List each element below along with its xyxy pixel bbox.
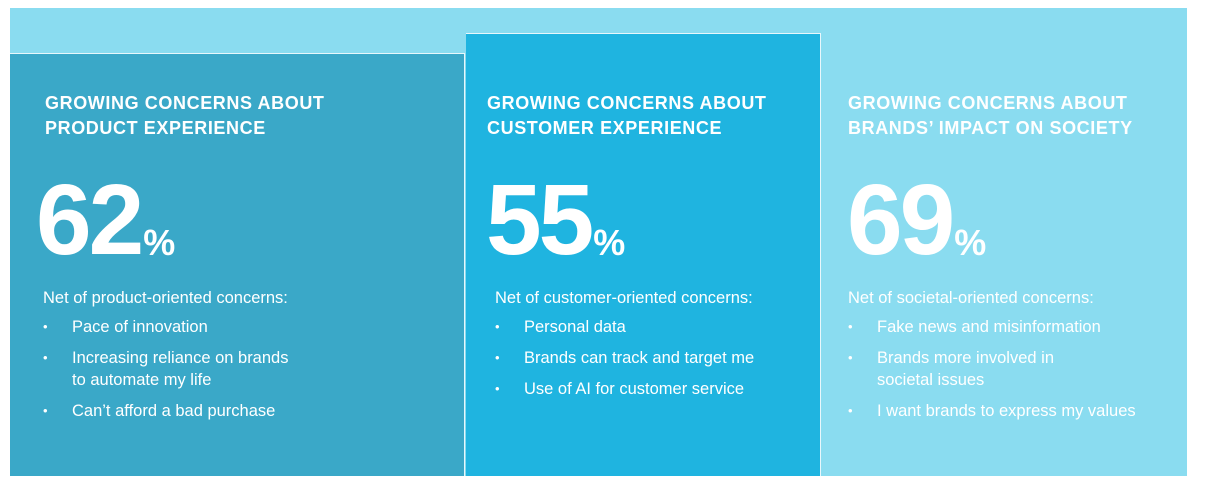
bullet-text: Brands can track and target me (524, 349, 755, 367)
panel-title: BRANDS’ IMPACT ON SOCIETY (848, 118, 1133, 138)
panel-title: GROWING CONCERNS ABOUT (45, 93, 325, 113)
bullet-text: to automate my life (72, 371, 212, 389)
bullet-dot: • (43, 319, 48, 334)
panel-box (10, 53, 465, 476)
bullet-dot: • (848, 350, 853, 365)
bullet-text: Fake news and misinformation (877, 318, 1101, 336)
big-number: 62 (36, 164, 144, 276)
unit: % (954, 222, 987, 263)
bullet-dot: • (495, 319, 500, 334)
unit: % (593, 222, 626, 263)
bullet-text: Use of AI for customer service (524, 380, 745, 398)
bullet-text: Brands more involved in (877, 349, 1055, 367)
bullet-text: Can’t afford a bad purchase (72, 402, 276, 420)
bullet-dot: • (43, 350, 48, 365)
panel-box (466, 33, 821, 476)
bullet-text: Pace of innovation (72, 318, 208, 336)
panel-title: GROWING CONCERNS ABOUT (487, 93, 767, 113)
bullet-dot: • (495, 350, 500, 365)
bullet-dot: • (495, 381, 500, 396)
panel-title: GROWING CONCERNS ABOUT (848, 93, 1128, 113)
subtitle: Net of customer-oriented concerns: (495, 289, 753, 307)
subtitle: Net of product-oriented concerns: (43, 289, 288, 307)
big-number: 69 (847, 164, 955, 276)
panel-title: PRODUCT EXPERIENCE (45, 118, 266, 138)
bullet-text: I want brands to express my values (877, 402, 1136, 420)
bullet-dot: • (848, 319, 853, 334)
unit: % (143, 222, 176, 263)
big-number: 55 (486, 164, 594, 276)
bullet-text: societal issues (877, 371, 985, 389)
bullet-text: Personal data (524, 318, 626, 336)
bullet-dot: • (848, 403, 853, 418)
panel-title: CUSTOMER EXPERIENCE (487, 118, 723, 138)
bullet-dot: • (43, 403, 48, 418)
bullet-text: Increasing reliance on brands (72, 349, 289, 367)
subtitle: Net of societal-oriented concerns: (848, 289, 1094, 307)
